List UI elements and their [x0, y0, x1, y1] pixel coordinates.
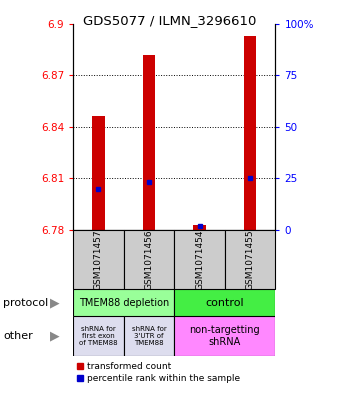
Text: non-targetting
shRNA: non-targetting shRNA [189, 325, 260, 347]
Text: shRNA for
first exon
of TMEM88: shRNA for first exon of TMEM88 [79, 326, 118, 346]
Text: control: control [205, 298, 244, 308]
Bar [124, 316, 174, 356]
Bar [73, 316, 124, 356]
Bar [174, 316, 275, 356]
Bar [73, 289, 174, 316]
Text: protocol: protocol [3, 298, 49, 308]
Text: other: other [3, 331, 33, 341]
Bar [92, 116, 105, 230]
Bar [73, 230, 124, 289]
Text: ▶: ▶ [50, 329, 60, 343]
Bar [143, 55, 155, 230]
Text: GSM1071457: GSM1071457 [94, 229, 103, 290]
Bar [174, 230, 225, 289]
Bar [225, 230, 275, 289]
Bar [244, 36, 256, 230]
Text: ▶: ▶ [50, 296, 60, 309]
Text: shRNA for
3'UTR of
TMEM88: shRNA for 3'UTR of TMEM88 [132, 326, 166, 346]
Legend: transformed count, percentile rank within the sample: transformed count, percentile rank withi… [72, 358, 244, 387]
Bar [193, 225, 206, 230]
Text: GSM1071454: GSM1071454 [195, 229, 204, 290]
Bar [174, 289, 275, 316]
Text: TMEM88 depletion: TMEM88 depletion [79, 298, 169, 308]
Text: GSM1071456: GSM1071456 [144, 229, 153, 290]
Bar [124, 230, 174, 289]
Text: GDS5077 / ILMN_3296610: GDS5077 / ILMN_3296610 [83, 14, 257, 27]
Text: GSM1071455: GSM1071455 [245, 229, 255, 290]
